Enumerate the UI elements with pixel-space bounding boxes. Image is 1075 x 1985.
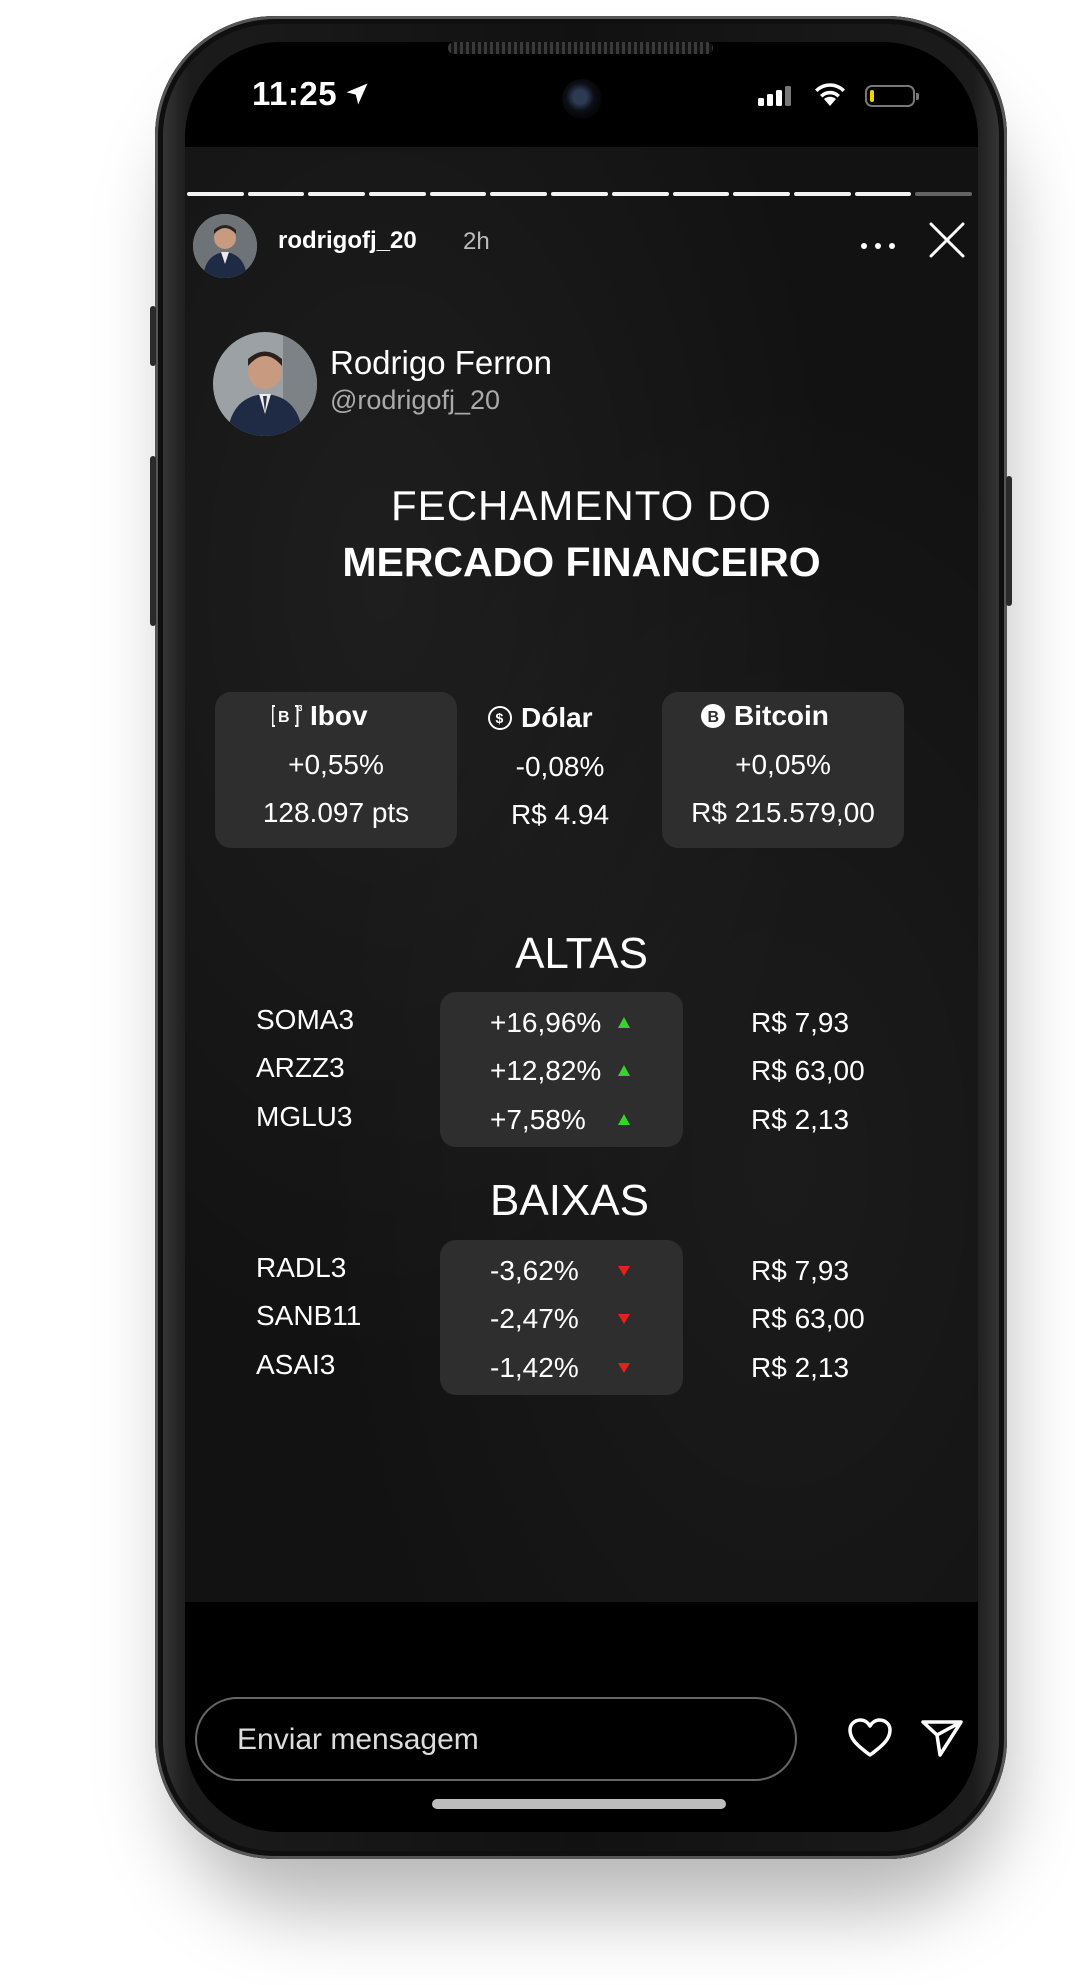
story-progress-segment (854, 192, 912, 196)
baixas-price: R$ 7,93 (751, 1255, 850, 1286)
baixas-price: R$ 63,00 (751, 1303, 865, 1334)
ibov-label: B 3 Ibov (272, 700, 368, 732)
message-placeholder: Enviar mensagem (237, 1723, 479, 1756)
story-progress-bar (187, 192, 972, 196)
location-arrow-icon (346, 83, 368, 105)
story-header-avatar[interactable] (193, 214, 257, 278)
bitcoin-label: B Bitcoin (700, 700, 829, 732)
down-arrow-icon (618, 1314, 630, 1324)
profile-handle: @rodrigofj_20 (330, 385, 501, 415)
bitcoin-icon: B (701, 704, 725, 728)
bitcoin-change: +0,05% (735, 749, 831, 780)
ibov-value: 128.097 pts (262, 797, 410, 828)
volume-button (150, 456, 156, 626)
altas-ticker: SOMA3 (256, 1004, 355, 1035)
heart-icon[interactable] (847, 1717, 893, 1759)
close-icon[interactable] (927, 220, 967, 260)
ibov-card (215, 692, 457, 848)
baixas-heading: BAIXAS (490, 1176, 649, 1225)
reply-bar: Enviar mensagem (185, 1602, 978, 1832)
battery-icon (865, 85, 919, 107)
story-progress-segment (247, 192, 305, 196)
story-progress-segment (187, 192, 244, 196)
status-time: 11:25 (252, 75, 338, 112)
baixas-price: R$ 2,13 (751, 1352, 850, 1383)
status-bar: 11:25 (185, 42, 978, 152)
wifi-icon (815, 83, 845, 106)
altas-ticker: MGLU3 (256, 1101, 353, 1132)
altas-heading: ALTAS (515, 929, 648, 978)
up-arrow-icon (618, 1065, 630, 1076)
svg-text:B: B (278, 709, 290, 726)
cellular-signal-icon (758, 86, 791, 106)
altas-change: +16,96% (490, 1007, 602, 1038)
send-icon[interactable] (920, 1718, 964, 1758)
dollar-icon: $ (488, 706, 512, 730)
down-arrow-icon (618, 1266, 630, 1276)
front-camera (562, 79, 602, 119)
baixas-change: -1,42% (490, 1352, 579, 1383)
more-options-icon[interactable] (861, 243, 895, 249)
title-line-2: MERCADO FINANCEIRO (342, 539, 821, 585)
story-progress-segment (611, 192, 669, 196)
power-button (1006, 476, 1012, 606)
altas-price: R$ 7,93 (751, 1007, 850, 1038)
message-input[interactable]: Enviar mensagem (195, 1697, 797, 1781)
baixas-ticker: SANB11 (256, 1300, 362, 1331)
dolar-label: $ Dólar (487, 702, 593, 734)
svg-text:$: $ (496, 710, 504, 726)
story-content: rodrigofj_20 2h Rodrigo Ferron @rodrigof… (185, 147, 978, 1602)
story-progress-segment (369, 192, 426, 196)
baixas-ticker: RADL3 (256, 1252, 347, 1283)
story-progress-segment (915, 192, 972, 196)
baixas-change: -3,62% (490, 1255, 579, 1286)
story-progress-segment (308, 192, 366, 196)
story-timestamp: 2h (463, 228, 490, 255)
dolar-value: R$ 4.94 (510, 799, 610, 830)
altas-ticker: ARZZ3 (256, 1052, 345, 1083)
profile-name: Rodrigo Ferron (330, 344, 552, 381)
ibov-change: +0,55% (288, 749, 384, 780)
profile-avatar (213, 332, 317, 436)
home-indicator[interactable] (432, 1799, 726, 1809)
story-progress-segment (733, 192, 790, 196)
baixas-change: -2,47% (490, 1303, 579, 1334)
story-progress-segment (429, 192, 487, 196)
earpiece-speaker (448, 42, 713, 54)
up-arrow-icon (618, 1017, 630, 1028)
altas-change: +7,58% (490, 1104, 586, 1135)
altas-change: +12,82% (490, 1055, 602, 1086)
story-username[interactable]: rodrigofj_20 (278, 227, 417, 254)
down-arrow-icon (618, 1363, 630, 1373)
bitcoin-value: R$ 215.579,00 (691, 797, 875, 828)
svg-text:3: 3 (298, 704, 302, 713)
altas-change-box (440, 992, 683, 1147)
baixas-change-box (440, 1240, 683, 1395)
b3-icon: B 3 (272, 704, 302, 727)
story-progress-segment (490, 192, 548, 196)
silent-switch (150, 306, 156, 366)
story-progress-segment (793, 192, 851, 196)
altas-price: R$ 2,13 (751, 1104, 850, 1135)
svg-text:B: B (708, 709, 720, 726)
story-progress-segment (551, 192, 608, 196)
up-arrow-icon (618, 1114, 630, 1125)
altas-price: R$ 63,00 (751, 1055, 865, 1086)
baixas-ticker: ASAI3 (256, 1349, 336, 1380)
title-line-1: FECHAMENTO DO (391, 482, 772, 529)
phone-screen: 11:25 (185, 42, 978, 1832)
story-progress-segment (672, 192, 730, 196)
dolar-change: -0,08% (515, 751, 605, 782)
